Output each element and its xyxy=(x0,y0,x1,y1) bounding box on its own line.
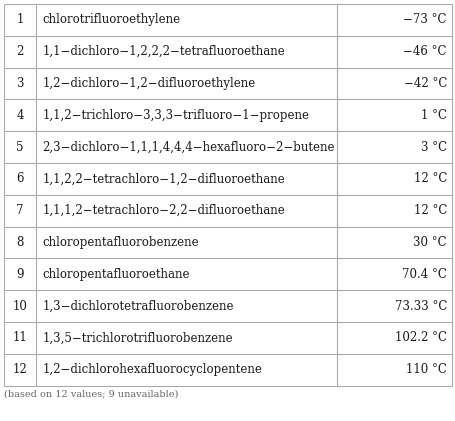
Text: chloropentafluorobenzene: chloropentafluorobenzene xyxy=(42,236,198,249)
Text: chlorotrifluoroethylene: chlorotrifluoroethylene xyxy=(42,13,180,27)
Text: 9: 9 xyxy=(16,268,24,281)
Text: 1,1,2−trichloro−3,3,3−trifluoro−1−propene: 1,1,2−trichloro−3,3,3−trifluoro−1−propen… xyxy=(42,109,308,122)
Text: 1,3,5−trichlorotrifluorobenzene: 1,3,5−trichlorotrifluorobenzene xyxy=(42,331,233,344)
Text: 2: 2 xyxy=(16,45,24,58)
Text: 6: 6 xyxy=(16,173,24,185)
Text: 1,3−dichlorotetrafluorobenzene: 1,3−dichlorotetrafluorobenzene xyxy=(42,300,233,313)
Text: −73 °C: −73 °C xyxy=(403,13,446,27)
Text: 1 °C: 1 °C xyxy=(420,109,446,122)
Text: 10: 10 xyxy=(13,300,27,313)
Text: 1,1,1,2−tetrachloro−2,2−difluoroethane: 1,1,1,2−tetrachloro−2,2−difluoroethane xyxy=(42,204,284,217)
Text: 11: 11 xyxy=(13,331,27,344)
Text: 1,1−dichloro−1,2,2,2−tetrafluoroethane: 1,1−dichloro−1,2,2,2−tetrafluoroethane xyxy=(42,45,284,58)
Text: 1: 1 xyxy=(16,13,24,27)
Text: 70.4 °C: 70.4 °C xyxy=(401,268,446,281)
Text: 12 °C: 12 °C xyxy=(413,204,446,217)
Text: 1,2−dichloro−1,2−difluoroethylene: 1,2−dichloro−1,2−difluoroethylene xyxy=(42,77,255,90)
Text: 12 °C: 12 °C xyxy=(413,173,446,185)
Text: 102.2 °C: 102.2 °C xyxy=(394,331,446,344)
Text: 73.33 °C: 73.33 °C xyxy=(394,300,446,313)
Text: 4: 4 xyxy=(16,109,24,122)
Text: 1,1,2,2−tetrachloro−1,2−difluoroethane: 1,1,2,2−tetrachloro−1,2−difluoroethane xyxy=(42,173,284,185)
Text: 3: 3 xyxy=(16,77,24,90)
Text: chloropentafluoroethane: chloropentafluoroethane xyxy=(42,268,189,281)
Text: (based on 12 values; 9 unavailable): (based on 12 values; 9 unavailable) xyxy=(4,389,178,399)
Text: 1,2−dichlorohexafluorocyclopentene: 1,2−dichlorohexafluorocyclopentene xyxy=(42,363,262,376)
Text: 30 °C: 30 °C xyxy=(413,236,446,249)
Text: 2,3−dichloro−1,1,1,4,4,4−hexafluoro−2−butene: 2,3−dichloro−1,1,1,4,4,4−hexafluoro−2−bu… xyxy=(42,141,334,154)
Text: −42 °C: −42 °C xyxy=(403,77,446,90)
Text: 7: 7 xyxy=(16,204,24,217)
Text: 5: 5 xyxy=(16,141,24,154)
Text: 3 °C: 3 °C xyxy=(420,141,446,154)
Text: 110 °C: 110 °C xyxy=(405,363,446,376)
Text: 8: 8 xyxy=(16,236,24,249)
Text: −46 °C: −46 °C xyxy=(403,45,446,58)
Text: 12: 12 xyxy=(13,363,27,376)
